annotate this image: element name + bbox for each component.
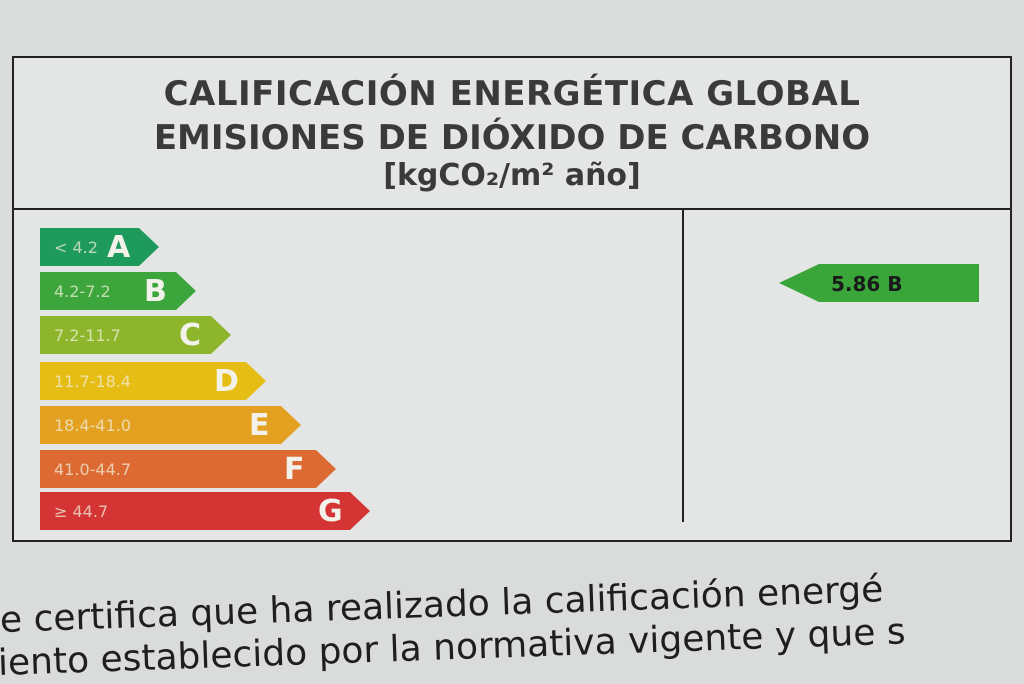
bar-range: 18.4-41.0 [54, 416, 132, 435]
result-arrow-icon [779, 264, 979, 302]
bar-range: 41.0-44.7 [54, 460, 132, 479]
bar-letter: E [249, 408, 270, 443]
bar-letter: D [214, 364, 239, 399]
bar-letter: A [107, 230, 131, 265]
result-value: 5.86 B [831, 272, 903, 296]
title-line-2: EMISIONES DE DIÓXIDO DE CARBONO [153, 118, 871, 158]
rating-bar-c: 7.2-11.7 C [40, 316, 231, 354]
title-line-1: CALIFICACIÓN ENERGÉTICA GLOBAL [163, 74, 861, 114]
rating-bar-f: 41.0-44.7 F [40, 450, 336, 488]
rating-bar-d: 11.7-18.4 D [40, 362, 266, 400]
table-header: CALIFICACIÓN ENERGÉTICA GLOBAL EMISIONES… [14, 58, 1010, 210]
bar-range: 4.2-7.2 [54, 282, 111, 301]
rating-bar-g: ≥ 44.7 G [40, 492, 370, 530]
bar-range: 11.7-18.4 [54, 372, 132, 391]
bar-range: < 4.2 [54, 238, 98, 257]
title-units: [kgCO₂/m² año] [383, 158, 641, 193]
rating-bar-b: 4.2-7.2 B [40, 272, 196, 310]
bar-arrow-shape [40, 272, 196, 310]
result-indicator: 5.86 B [779, 264, 979, 302]
bar-arrow-shape [40, 362, 266, 400]
bar-letter: C [179, 318, 202, 353]
bar-letter: B [144, 274, 167, 309]
bar-arrow-shape [40, 450, 336, 488]
bar-letter: F [284, 452, 305, 487]
bar-letter: G [318, 494, 343, 529]
bar-arrow-shape [40, 316, 231, 354]
bar-arrow-shape [40, 406, 301, 444]
rating-table: CALIFICACIÓN ENERGÉTICA GLOBAL EMISIONES… [12, 56, 1012, 542]
rating-bar-e: 18.4-41.0 E [40, 406, 301, 444]
bar-range: ≥ 44.7 [54, 502, 109, 521]
rating-bar-a: < 4.2 A [40, 228, 159, 266]
bar-arrow-shape [40, 492, 370, 530]
bar-range: 7.2-11.7 [54, 326, 121, 345]
column-divider [682, 208, 684, 522]
bar-arrow-shape [40, 228, 159, 266]
